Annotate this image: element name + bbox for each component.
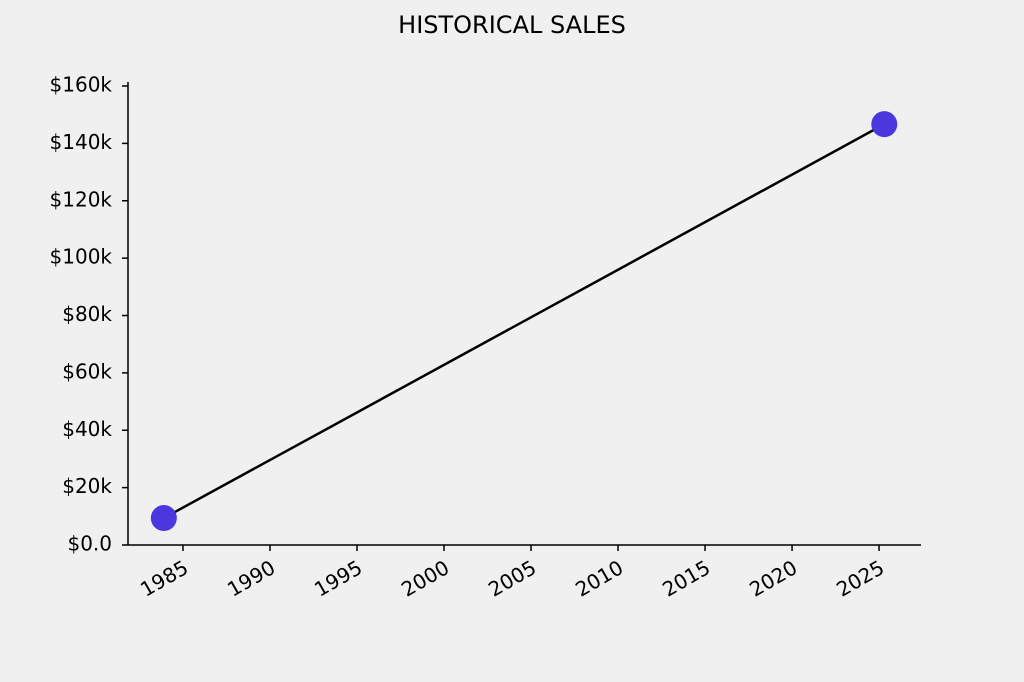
- y-tick-label: $0.0: [67, 532, 112, 556]
- chart-title: HISTORICAL SALES: [398, 11, 626, 39]
- y-tick-label: $140k: [50, 130, 113, 154]
- marker: [150, 505, 177, 532]
- y-tick-label: $160k: [50, 73, 113, 97]
- y-tick-label: $80k: [62, 302, 112, 326]
- y-tick-label: $40k: [62, 417, 112, 441]
- y-tick-label: $120k: [50, 187, 113, 211]
- marker: [871, 111, 898, 138]
- y-tick-label: $20k: [62, 474, 112, 498]
- y-tick-label: $60k: [62, 359, 112, 383]
- line: [163, 123, 885, 520]
- y-tick-label: $100k: [50, 245, 113, 269]
